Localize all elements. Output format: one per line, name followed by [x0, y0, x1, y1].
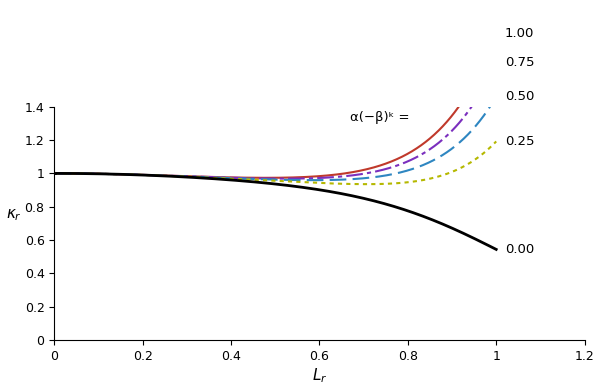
Text: 0.75: 0.75 [505, 56, 535, 69]
Text: 1.00: 1.00 [505, 27, 535, 40]
Text: 0.25: 0.25 [505, 135, 535, 148]
Text: 0.50: 0.50 [505, 90, 535, 103]
Text: 0.00: 0.00 [505, 243, 534, 256]
Text: α(−β)ᵏ =: α(−β)ᵏ = [350, 111, 410, 124]
X-axis label: $L_r$: $L_r$ [312, 367, 327, 386]
Y-axis label: $\kappa_r$: $\kappa_r$ [5, 208, 22, 223]
